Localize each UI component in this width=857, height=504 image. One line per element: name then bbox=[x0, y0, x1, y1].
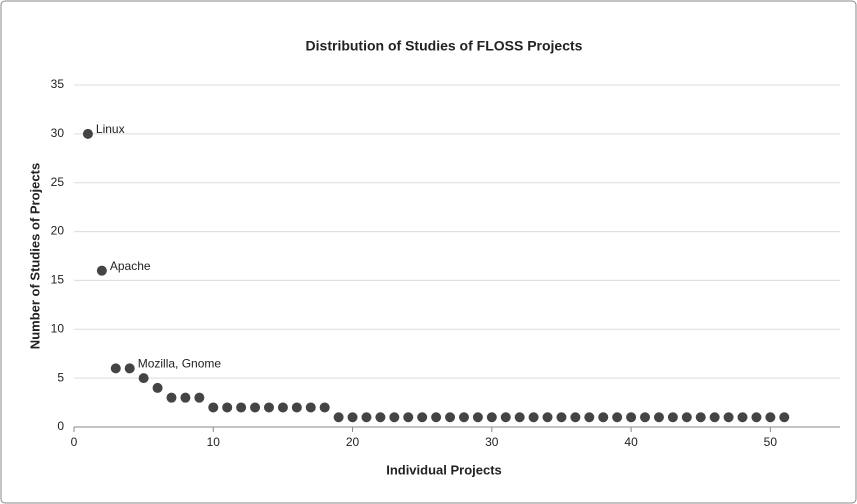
data-point bbox=[598, 412, 609, 423]
data-point bbox=[305, 402, 316, 413]
data-point bbox=[737, 412, 748, 423]
data-point bbox=[570, 412, 581, 423]
data-point bbox=[681, 412, 692, 423]
data-point bbox=[124, 363, 135, 374]
x-tick-label: 50 bbox=[764, 435, 778, 449]
data-point bbox=[640, 412, 651, 423]
data-point bbox=[403, 412, 414, 423]
y-tick-label: 10 bbox=[51, 321, 65, 335]
data-point bbox=[417, 412, 428, 423]
data-point bbox=[542, 412, 553, 423]
data-point bbox=[347, 412, 358, 423]
data-point bbox=[612, 412, 623, 423]
data-point bbox=[472, 412, 483, 423]
data-point bbox=[250, 402, 261, 413]
data-point bbox=[375, 412, 386, 423]
data-point bbox=[236, 402, 247, 413]
x-tick-label: 0 bbox=[71, 435, 78, 449]
data-point bbox=[138, 373, 149, 384]
point-label: Mozilla, Gnome bbox=[138, 357, 222, 371]
data-point bbox=[152, 382, 163, 393]
y-tick-label: 20 bbox=[51, 224, 65, 238]
data-point bbox=[389, 412, 400, 423]
data-point bbox=[653, 412, 664, 423]
data-point bbox=[166, 392, 177, 403]
data-point bbox=[222, 402, 233, 413]
point-label: Linux bbox=[96, 122, 125, 136]
data-point bbox=[514, 412, 525, 423]
data-point bbox=[319, 402, 330, 413]
data-point bbox=[194, 392, 205, 403]
x-tick-label: 10 bbox=[207, 435, 221, 449]
x-axis-label: Individual Projects bbox=[386, 462, 502, 477]
data-point bbox=[626, 412, 637, 423]
y-tick-label: 0 bbox=[57, 419, 64, 433]
data-point bbox=[291, 402, 302, 413]
data-point bbox=[277, 402, 288, 413]
data-point bbox=[333, 412, 344, 423]
x-tick-label: 20 bbox=[346, 435, 360, 449]
data-point bbox=[263, 402, 274, 413]
data-point bbox=[458, 412, 469, 423]
data-point bbox=[361, 412, 372, 423]
y-tick-label: 5 bbox=[57, 370, 64, 384]
point-label: Apache bbox=[110, 259, 151, 273]
x-tick-label: 30 bbox=[485, 435, 499, 449]
data-point bbox=[695, 412, 706, 423]
x-tick-label: 40 bbox=[624, 435, 638, 449]
data-point bbox=[431, 412, 442, 423]
data-point bbox=[751, 412, 762, 423]
data-point bbox=[556, 412, 567, 423]
data-point bbox=[486, 412, 497, 423]
data-point bbox=[779, 412, 790, 423]
y-tick-label: 15 bbox=[51, 273, 65, 287]
data-point bbox=[723, 412, 734, 423]
data-point bbox=[180, 392, 191, 403]
data-point bbox=[500, 412, 511, 423]
chart-title: Distribution of Studies of FLOSS Project… bbox=[306, 38, 583, 54]
data-point bbox=[208, 402, 219, 413]
data-point bbox=[110, 363, 121, 374]
data-point bbox=[96, 265, 107, 276]
y-axis-label: Number of Studies of Projects bbox=[27, 163, 42, 349]
data-point bbox=[709, 412, 720, 423]
y-tick-label: 35 bbox=[51, 77, 65, 91]
y-tick-label: 30 bbox=[51, 126, 65, 140]
data-point bbox=[765, 412, 776, 423]
data-point bbox=[667, 412, 678, 423]
data-point bbox=[82, 128, 93, 139]
y-tick-label: 25 bbox=[51, 175, 65, 189]
data-point bbox=[584, 412, 595, 423]
data-point bbox=[445, 412, 456, 423]
data-point bbox=[528, 412, 539, 423]
